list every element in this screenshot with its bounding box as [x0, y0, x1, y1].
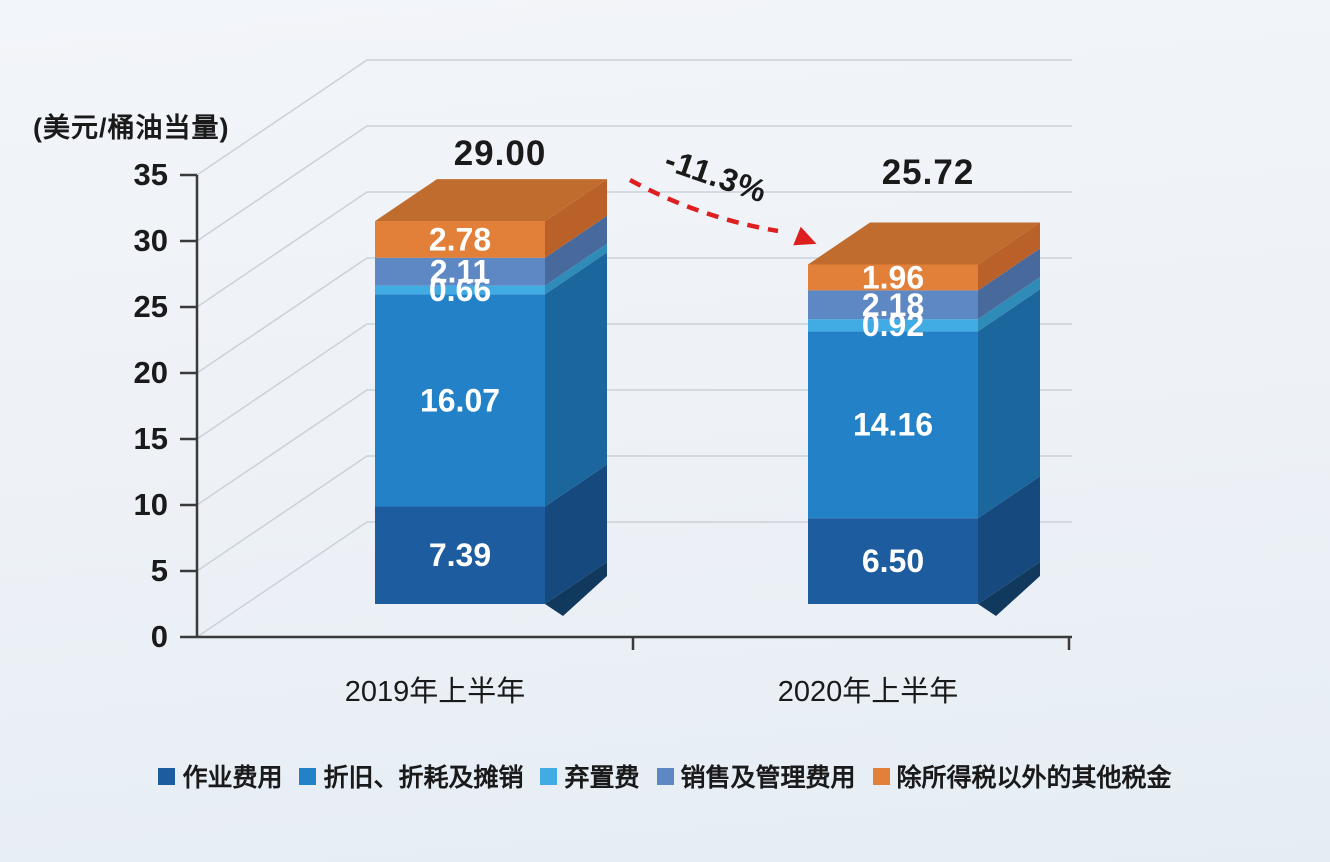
- segment-value-label: 1.96: [862, 259, 924, 295]
- arrow-head: [793, 226, 817, 246]
- y-tick-label: 15: [133, 421, 168, 456]
- legend-swatch: [299, 767, 317, 785]
- category-label-2020: 2020年上半年: [777, 676, 959, 708]
- gridlines: [196, 59, 1072, 638]
- total-label-2020: 25.72: [881, 153, 975, 192]
- segment-front-face: [808, 319, 978, 332]
- legend-item: 作业费用: [158, 758, 282, 794]
- bar-2019年上半年: 7.39 16.07 0.662.112.78: [375, 179, 607, 616]
- total-label-2019: 29.00: [453, 134, 547, 173]
- segment-front-face: [808, 518, 978, 604]
- segment-side-face: [978, 277, 1040, 332]
- segment-side-face: [545, 243, 607, 295]
- legend-swatch: [656, 767, 674, 785]
- segment-side-face: [545, 464, 607, 604]
- segment-value-label: 7.39: [429, 537, 491, 573]
- legend-label: 销售及管理费用: [680, 764, 856, 792]
- legend-label: 作业费用: [182, 764, 283, 792]
- segment-front-face: [808, 290, 978, 320]
- segment-side-face: [545, 252, 607, 507]
- bar-2020年上半年: 6.50 14.16 0.922.181.96: [808, 222, 1040, 616]
- segment-front-face: [375, 294, 545, 507]
- segment-value-label: 6.50: [862, 543, 924, 579]
- legend-item: 销售及管理费用: [656, 758, 856, 794]
- legend-swatch: [872, 767, 890, 785]
- segment-front-face: [375, 506, 545, 604]
- axes: [180, 173, 1072, 650]
- segment-value-label: 14.16: [853, 407, 933, 443]
- segment-front-face: [808, 331, 978, 519]
- segment-front-face: [808, 264, 978, 291]
- bar-bottom-bevel: [545, 562, 607, 616]
- legend-label: 除所得税以外的其他税金: [896, 764, 1172, 792]
- segment-side-face: [978, 248, 1040, 320]
- segment-front-face: [375, 221, 545, 258]
- y-tick-label: 5: [150, 553, 168, 588]
- segment-top-face: [375, 179, 607, 222]
- segment-top-face: [808, 222, 1040, 265]
- segment-side-face: [545, 179, 607, 258]
- segment-value-label: 0.66: [429, 272, 491, 308]
- segment-front-face: [375, 285, 545, 295]
- segment-side-face: [978, 476, 1040, 604]
- y-tick-label: 35: [133, 157, 168, 192]
- category-label-2019: 2019年上半年: [344, 676, 526, 708]
- y-tick-label: 25: [133, 289, 168, 324]
- decrease-arrow: [628, 178, 817, 246]
- y-tick-label: 30: [133, 223, 168, 258]
- segment-value-label: 2.11: [430, 254, 491, 290]
- segment-value-label: 2.18: [862, 287, 924, 323]
- legend-item: 除所得税以外的其他税金: [872, 758, 1172, 794]
- segment-value-label: 2.78: [429, 221, 491, 257]
- y-axis-unit-label: (美元/桶油当量): [33, 113, 230, 143]
- y-tick-label: 0: [150, 619, 168, 654]
- segment-front-face: [375, 257, 545, 286]
- legend-swatch: [158, 767, 176, 785]
- segment-side-face: [978, 222, 1040, 291]
- y-tick-label: 10: [133, 487, 168, 522]
- segment-value-label: 16.07: [420, 382, 500, 418]
- segment-value-label: 0.92: [862, 307, 924, 343]
- legend-item: 折旧、折耗及摊销: [299, 758, 523, 794]
- segment-side-face: [978, 289, 1040, 519]
- segment-side-face: [545, 215, 607, 286]
- legend: 作业费用 折旧、折耗及摊销 弃置费 销售及管理费用 除所得税以外的其他税金: [0, 758, 1330, 794]
- legend-label: 折旧、折耗及摊销: [323, 764, 524, 792]
- bar-bottom-bevel: [978, 562, 1040, 616]
- legend-label: 弃置费: [564, 764, 640, 792]
- legend-item: 弃置费: [540, 758, 640, 794]
- legend-swatch: [540, 767, 558, 785]
- y-tick-label: 20: [133, 355, 168, 390]
